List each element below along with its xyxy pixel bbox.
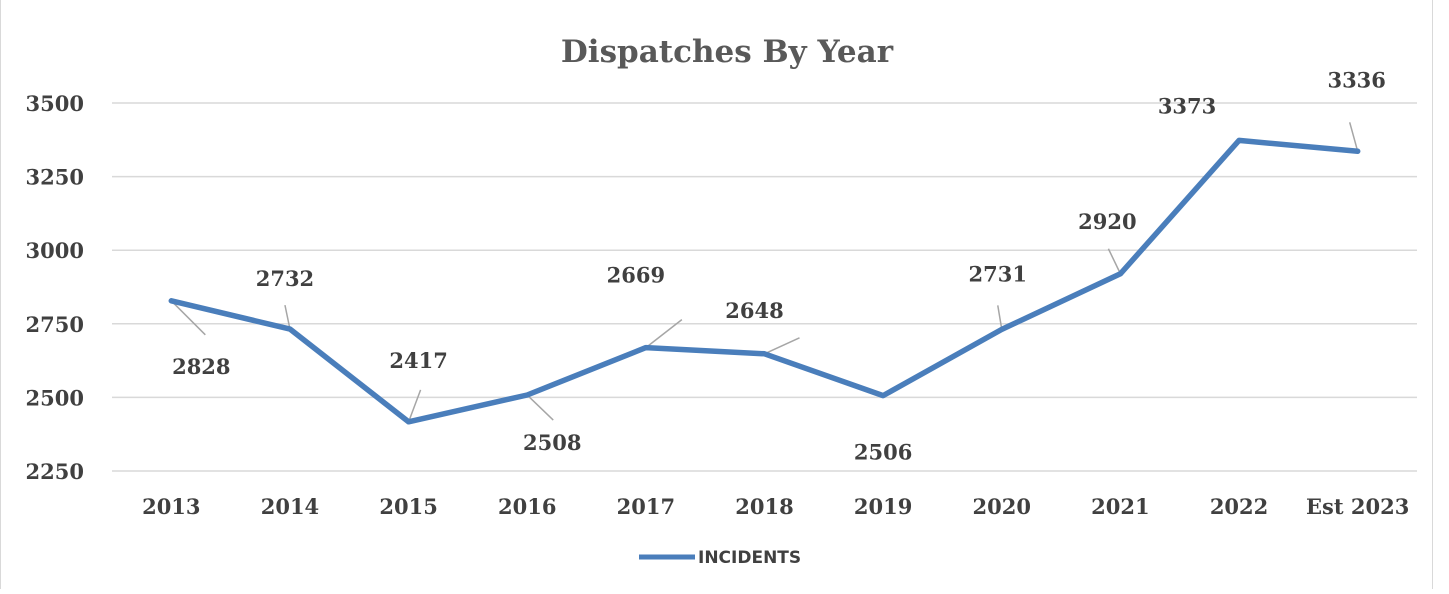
- x-tick-label: 2013: [142, 494, 200, 519]
- leader-line: [997, 305, 1003, 330]
- leader-line: [170, 300, 206, 336]
- data-label: 2669: [607, 263, 665, 288]
- leader-line: [764, 337, 800, 355]
- data-label: 2417: [389, 348, 447, 373]
- x-tick-label: 2016: [498, 494, 556, 519]
- data-label: 2920: [1078, 209, 1136, 234]
- x-tick-label: 2021: [1091, 494, 1149, 519]
- data-label: 2506: [854, 440, 912, 465]
- leader-line: [407, 389, 422, 423]
- y-tick-label: 3000: [26, 238, 84, 263]
- leader-line: [526, 394, 554, 421]
- data-label: 2732: [256, 266, 314, 291]
- leader-line: [645, 319, 683, 349]
- gridlines: [112, 102, 1417, 472]
- data-label: 3336: [1327, 67, 1385, 92]
- leader-line: [284, 304, 291, 330]
- x-tick-label: 2014: [261, 494, 319, 519]
- x-tick-label: 2019: [854, 494, 912, 519]
- chart-title: Dispatches By Year: [561, 34, 894, 70]
- x-tick-label: Est 2023: [1306, 494, 1409, 519]
- y-tick-label: 3250: [26, 165, 84, 190]
- legend-item-incidents: INCIDENTS: [698, 548, 801, 568]
- x-tick-label: 2022: [1210, 494, 1268, 519]
- series-line-incidents: [168, 137, 1361, 425]
- leader-line: [1107, 248, 1122, 275]
- y-tick-label: 2250: [26, 459, 84, 484]
- y-tick-label: 2500: [26, 385, 84, 410]
- x-tick-label: 2018: [735, 494, 793, 519]
- data-label: 2828: [172, 354, 230, 379]
- series-incidents: [168, 137, 1361, 425]
- y-tick-label: 3500: [26, 91, 84, 116]
- data-label: 2731: [969, 261, 1027, 286]
- x-tick-label: 2020: [973, 494, 1031, 519]
- x-axis-ticks: 2013 2014 2015 2016 2017 2018 2019 2020 2021 2022…: [142, 494, 1409, 519]
- data-labels: 2828 2732 2417 2508 2669 2648 2506 2731 2920 3373…: [172, 67, 1386, 464]
- leader-line: [1348, 122, 1359, 152]
- data-label: 2508: [523, 430, 581, 455]
- x-tick-label: 2017: [617, 494, 675, 519]
- data-label: 2648: [725, 298, 783, 323]
- legend: INCIDENTS: [639, 548, 801, 568]
- data-label: 3373: [1158, 93, 1216, 118]
- leader-lines: [170, 122, 1359, 423]
- y-tick-label: 2750: [26, 312, 84, 337]
- x-tick-label: 2015: [379, 494, 437, 519]
- y-axis-ticks: 2250 2500 2750 3000 3250 3500: [26, 91, 84, 484]
